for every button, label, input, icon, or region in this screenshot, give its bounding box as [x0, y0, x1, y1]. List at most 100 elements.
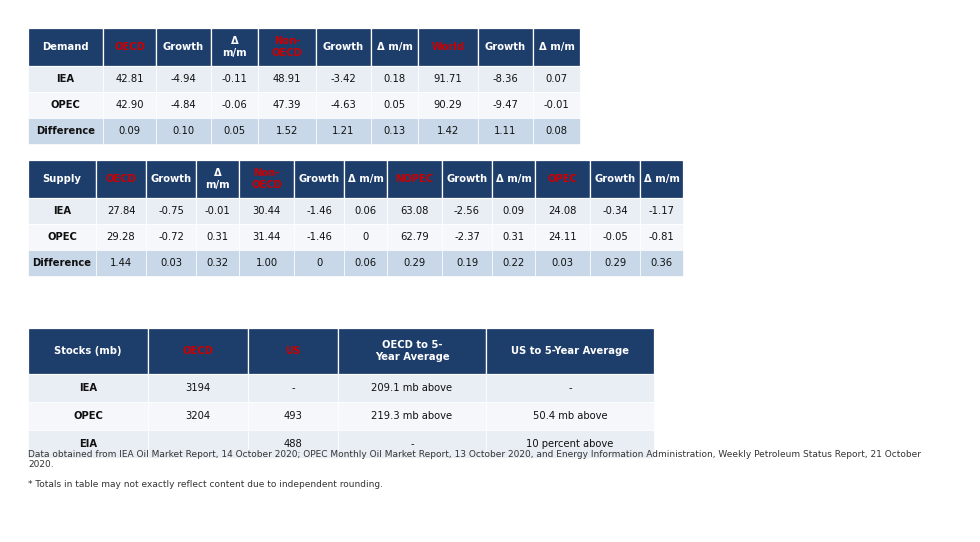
Bar — [211, 66, 258, 92]
Text: 0.18: 0.18 — [383, 74, 406, 84]
Text: 31.44: 31.44 — [252, 232, 280, 242]
Text: Supply: Supply — [42, 174, 81, 184]
Bar — [442, 250, 492, 276]
Text: 1.42: 1.42 — [437, 126, 459, 136]
Text: 24.11: 24.11 — [548, 232, 577, 242]
Text: 3204: 3204 — [185, 411, 211, 421]
Text: -: - — [411, 439, 414, 449]
Bar — [148, 328, 248, 374]
Bar — [486, 374, 654, 402]
Text: -0.34: -0.34 — [602, 206, 628, 216]
Bar — [239, 224, 294, 250]
Text: 0.22: 0.22 — [503, 258, 524, 268]
Text: 29.28: 29.28 — [107, 232, 135, 242]
Bar — [442, 224, 492, 250]
Bar — [371, 28, 418, 66]
Bar — [418, 28, 478, 66]
Bar — [533, 66, 580, 92]
Bar — [640, 160, 683, 198]
Text: -0.75: -0.75 — [158, 206, 184, 216]
Bar — [371, 92, 418, 118]
Text: Stocks (mb): Stocks (mb) — [54, 346, 122, 356]
Text: 0.36: 0.36 — [651, 258, 672, 268]
Text: -4.63: -4.63 — [330, 100, 357, 110]
Text: 50.4 mb above: 50.4 mb above — [533, 411, 608, 421]
Bar — [387, 198, 442, 224]
Bar — [248, 402, 338, 430]
Bar — [492, 224, 535, 250]
Bar — [258, 66, 316, 92]
Bar — [294, 250, 344, 276]
Text: 3194: 3194 — [185, 383, 211, 393]
Bar — [316, 92, 371, 118]
Bar — [196, 198, 239, 224]
Text: Growth: Growth — [595, 174, 636, 184]
Text: -0.06: -0.06 — [221, 100, 247, 110]
Bar — [294, 160, 344, 198]
Bar — [338, 374, 486, 402]
Bar — [96, 250, 146, 276]
Text: Non-
OECD: Non- OECD — [251, 168, 282, 190]
Bar — [478, 28, 533, 66]
Bar — [371, 66, 418, 92]
Bar — [28, 250, 96, 276]
Text: Data obtained from IEA Oil Market Report, 14 October 2020; OPEC Monthly Oil Mark: Data obtained from IEA Oil Market Report… — [28, 450, 921, 469]
Bar — [28, 92, 103, 118]
Text: 488: 488 — [283, 439, 303, 449]
Bar — [387, 160, 442, 198]
Text: 0.13: 0.13 — [383, 126, 406, 136]
Text: IEA: IEA — [79, 383, 97, 393]
Bar — [387, 250, 442, 276]
Bar — [590, 224, 640, 250]
Text: US: US — [285, 346, 301, 356]
Text: 0.32: 0.32 — [207, 258, 228, 268]
Bar — [156, 92, 211, 118]
Text: 0.09: 0.09 — [119, 126, 140, 136]
Text: 209.1 mb above: 209.1 mb above — [371, 383, 453, 393]
Text: 27.84: 27.84 — [107, 206, 135, 216]
Bar — [28, 28, 103, 66]
Text: -2.37: -2.37 — [454, 232, 480, 242]
Bar — [148, 374, 248, 402]
Text: IEA: IEA — [57, 74, 74, 84]
Bar — [590, 250, 640, 276]
Bar — [156, 66, 211, 92]
Text: Δ
m/m: Δ m/m — [205, 168, 230, 190]
Bar — [96, 160, 146, 198]
Bar — [535, 224, 590, 250]
Bar — [146, 224, 196, 250]
Bar — [478, 66, 533, 92]
Bar — [28, 328, 148, 374]
Bar — [344, 224, 387, 250]
Text: 0.19: 0.19 — [456, 258, 478, 268]
Text: OECD to 5-
Year Average: OECD to 5- Year Average — [374, 340, 449, 362]
Bar — [196, 224, 239, 250]
Bar — [640, 250, 683, 276]
Text: -0.05: -0.05 — [602, 232, 628, 242]
Bar — [478, 118, 533, 144]
Text: OPEC: OPEC — [548, 174, 577, 184]
Bar — [248, 430, 338, 458]
Text: -4.84: -4.84 — [171, 100, 196, 110]
Text: 219.3 mb above: 219.3 mb above — [371, 411, 453, 421]
Text: OPEC: OPEC — [74, 411, 103, 421]
Bar — [148, 430, 248, 458]
Bar — [258, 118, 316, 144]
Text: 63.08: 63.08 — [400, 206, 428, 216]
Bar — [211, 28, 258, 66]
Text: Growth: Growth — [151, 174, 191, 184]
Text: 10 percent above: 10 percent above — [526, 439, 613, 449]
Text: -0.11: -0.11 — [221, 74, 247, 84]
Text: -0.01: -0.01 — [205, 206, 230, 216]
Bar — [344, 198, 387, 224]
Text: 47.39: 47.39 — [272, 100, 301, 110]
Bar — [338, 402, 486, 430]
Text: 0.03: 0.03 — [552, 258, 573, 268]
Text: -1.46: -1.46 — [306, 206, 332, 216]
Text: 1.11: 1.11 — [494, 126, 516, 136]
Bar — [344, 160, 387, 198]
Text: OPEC: OPEC — [47, 232, 77, 242]
Text: Difference: Difference — [36, 126, 95, 136]
Text: 0: 0 — [316, 258, 322, 268]
Text: OECD: OECD — [114, 42, 145, 52]
